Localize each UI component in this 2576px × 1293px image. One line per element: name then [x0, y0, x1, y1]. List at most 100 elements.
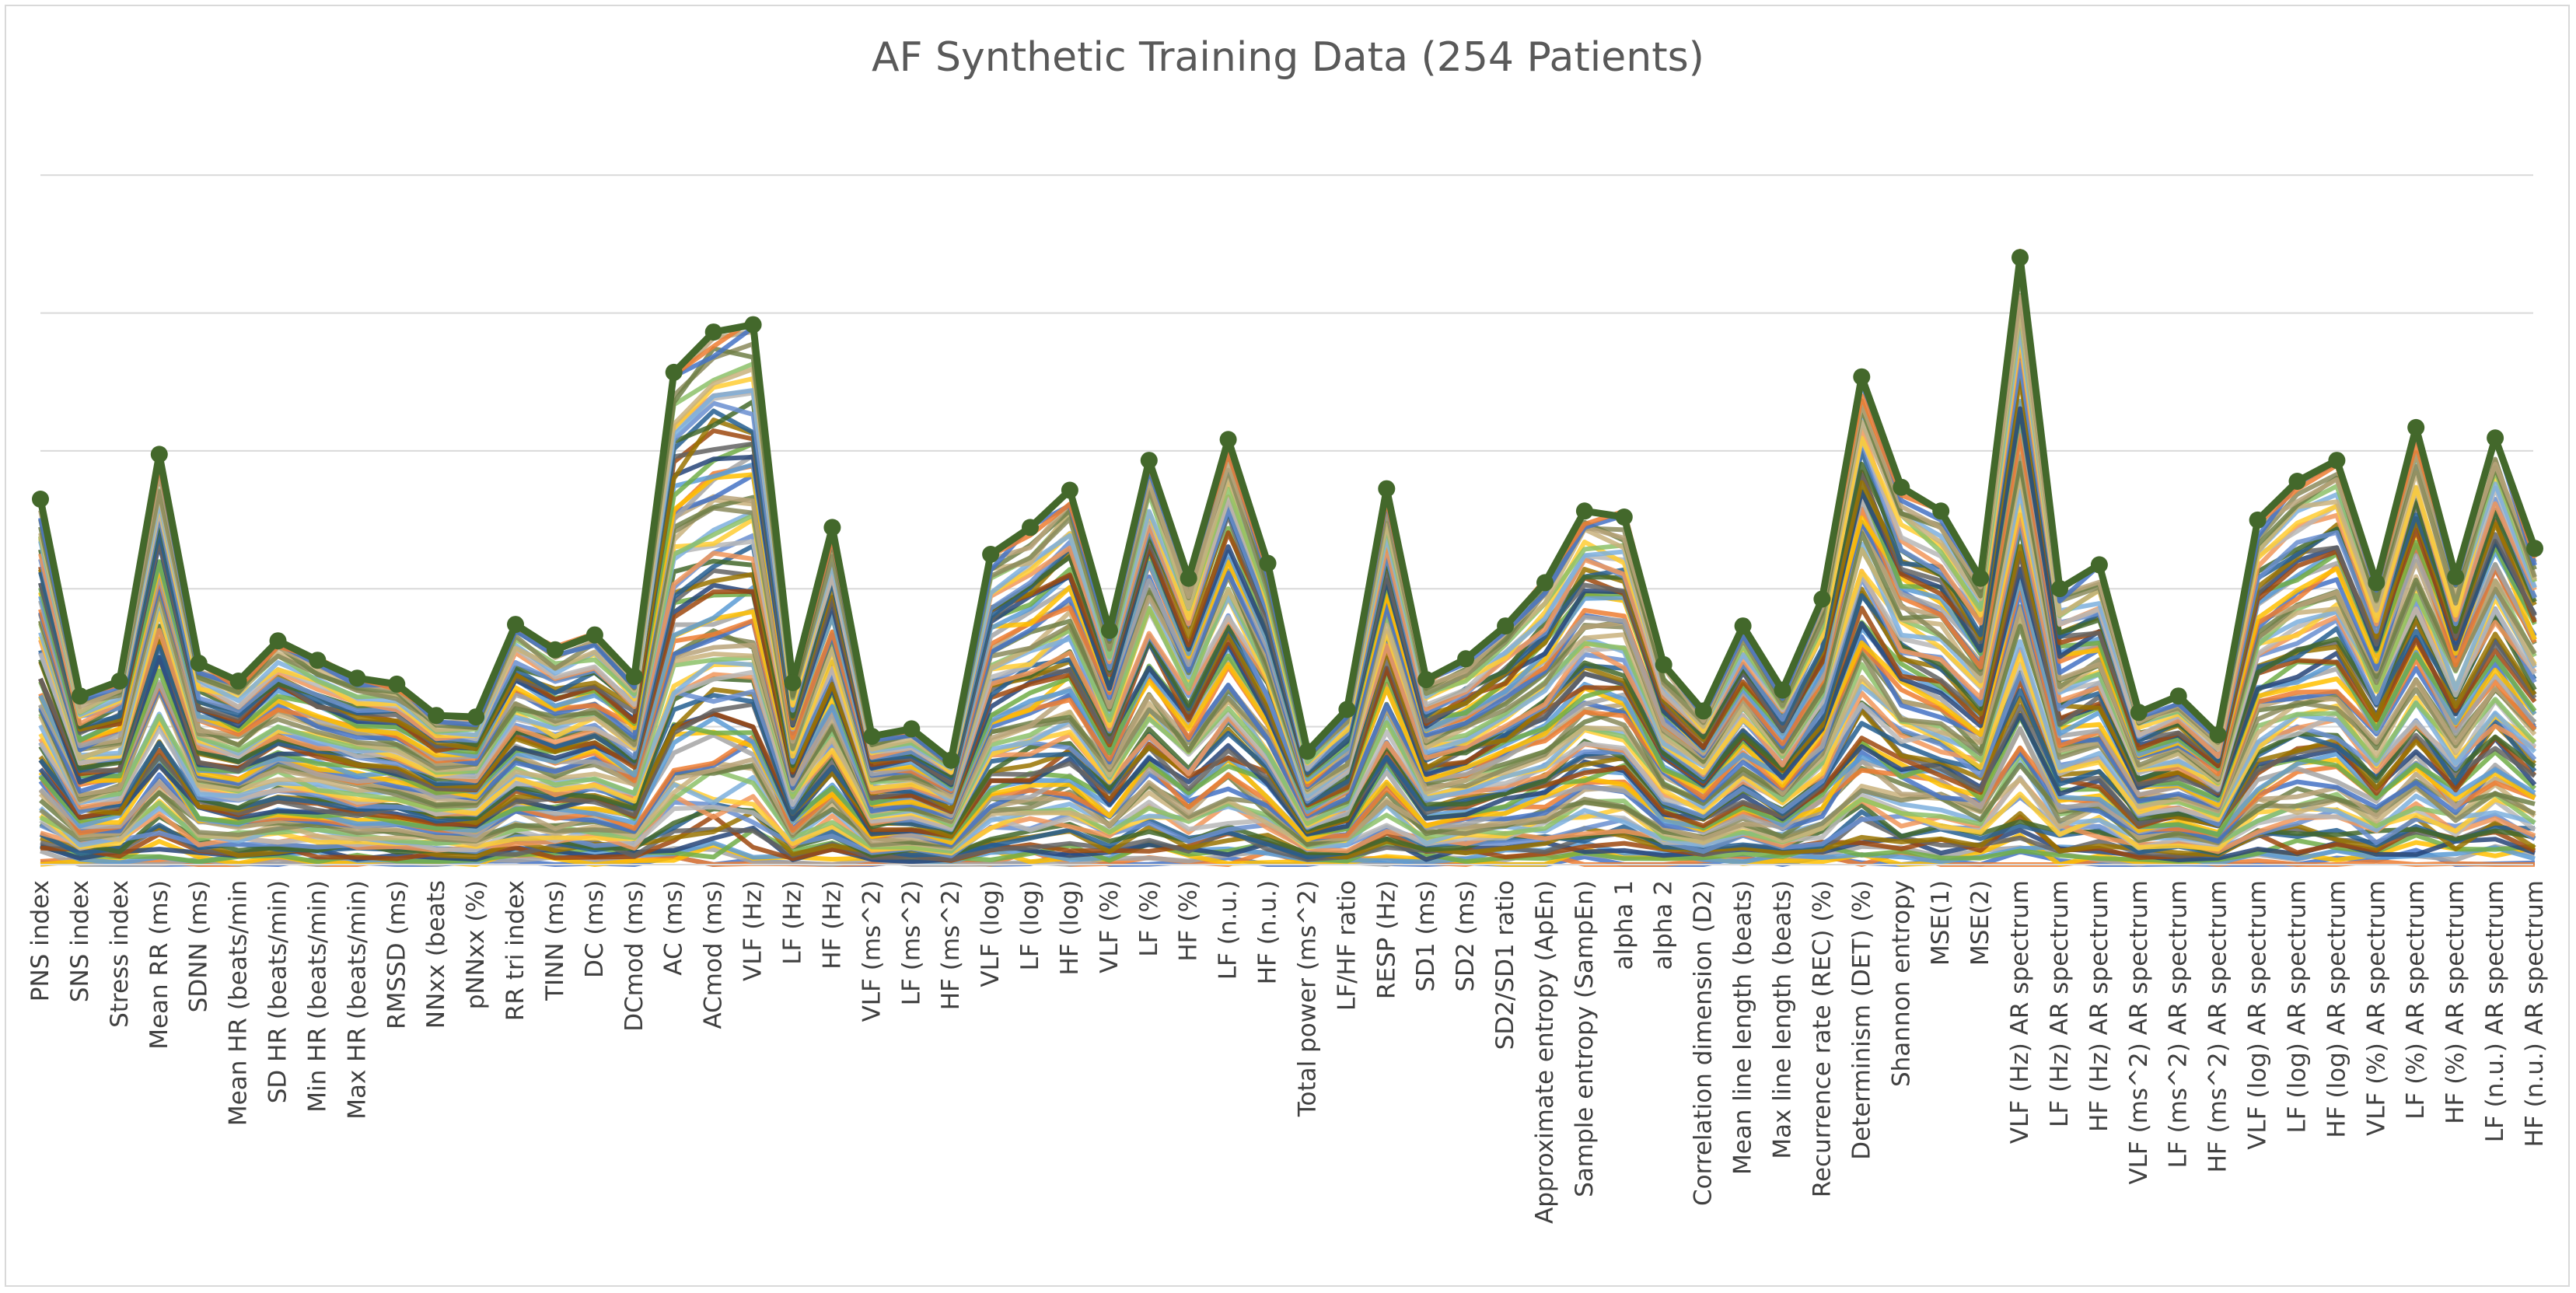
top-series-layer: [32, 249, 2543, 865]
x-tick-label: VLF (log): [977, 880, 1005, 987]
top-series-point: [269, 632, 287, 650]
top-series-point: [2209, 726, 2227, 744]
top-series-point: [229, 673, 247, 690]
top-series-point: [1694, 702, 1712, 720]
top-series-point: [2328, 452, 2346, 470]
x-tick-label: alpha 1: [1610, 880, 1638, 970]
top-series-point: [32, 491, 49, 508]
x-tick-label: Total power (ms^2): [1293, 880, 1321, 1117]
x-tick-label: pNNxx (%): [462, 880, 490, 1009]
x-tick-label: LF (%) AR spectrum: [2402, 880, 2430, 1120]
top-series-line: [37, 253, 2539, 764]
x-tick-label: VLF (ms^2) AR spectrum: [2125, 880, 2153, 1185]
top-series-point: [1378, 480, 1396, 498]
x-tick-label: Determinism (DET) (%): [1847, 880, 1875, 1160]
top-series-point: [982, 546, 1000, 563]
x-tick-label: HF (Hz) AR spectrum: [2085, 880, 2113, 1132]
top-series-point: [348, 669, 366, 687]
x-tick-label: LF (ms^2) AR spectrum: [2165, 880, 2193, 1168]
top-series-point: [507, 616, 524, 634]
x-tick-label: DC (ms): [581, 880, 609, 978]
top-series-point: [1061, 481, 1078, 499]
x-tick-label: Max HR (beats/min): [343, 880, 371, 1120]
top-series-point: [2407, 418, 2425, 436]
top-series-point: [1338, 701, 1356, 718]
top-series-point: [1180, 569, 1197, 587]
x-tick-label: Mean line length (beats): [1729, 880, 1757, 1175]
top-series-point: [388, 675, 406, 693]
top-series-point: [784, 674, 802, 691]
x-tick-label: SNS index: [66, 880, 94, 1002]
top-series-point: [150, 446, 168, 463]
x-tick-label: SD2 (ms): [1452, 880, 1480, 992]
top-series-point: [665, 363, 683, 381]
x-tick-label: VLF (ms^2): [858, 880, 886, 1022]
top-series-point: [1140, 452, 1158, 470]
x-tick-label: MSE(1): [1927, 880, 1955, 966]
x-tick-label: Sample entropy (SampEn): [1571, 880, 1599, 1197]
x-tick-label: HF (%): [1175, 880, 1203, 962]
series-layer: [38, 248, 2537, 867]
top-series-point: [190, 655, 208, 672]
x-tick-label: Approximate entropy (ApEn): [1531, 880, 1559, 1224]
x-tick-label: Correlation dimension (D2): [1690, 880, 1718, 1206]
x-tick-label: VLF (Hz) AR spectrum: [2006, 880, 2034, 1144]
top-series-point: [1972, 569, 1990, 587]
top-series-point: [1813, 590, 1831, 608]
x-tick-label: SDNN (ms): [185, 880, 213, 1012]
top-series-point: [823, 519, 841, 536]
top-series-point: [1298, 743, 1316, 760]
x-tick-label: SD HR (beats/min): [264, 880, 292, 1103]
top-series-point: [744, 316, 762, 334]
x-tick-label: LF (n.u.): [1215, 880, 1243, 980]
x-tick-label: SD1 (ms): [1412, 880, 1440, 992]
x-tick-label: RMSSD (ms): [383, 880, 411, 1029]
x-tick-label: AC (ms): [660, 880, 688, 976]
x-tick-label: LF (ms^2): [897, 880, 925, 1005]
top-series-point: [2288, 473, 2306, 490]
top-series-point: [428, 707, 446, 725]
x-tick-label: TINN (ms): [541, 880, 569, 1001]
x-tick-label: MSE(2): [1966, 880, 1994, 966]
top-series-point: [903, 720, 921, 738]
x-tick-label: HF (n.u.): [1254, 880, 1282, 984]
x-tick-label: HF (log) AR spectrum: [2323, 880, 2351, 1138]
x-tick-label: Shannon entropy: [1887, 880, 1915, 1087]
x-axis-labels: PNS index SNS index Stress index Mean RR (m…: [26, 880, 2549, 1224]
x-tick-label: HF (Hz): [818, 880, 846, 970]
top-series-point: [1853, 368, 1871, 386]
x-tick-label: LF (Hz) AR spectrum: [2046, 880, 2074, 1127]
top-series-point: [2090, 556, 2108, 574]
x-tick-label: RR tri index: [502, 880, 530, 1021]
top-series-point: [467, 708, 485, 726]
x-tick-label: NNxx (beats: [422, 880, 450, 1029]
top-series-point: [1219, 431, 1237, 449]
x-tick-label: LF/HF ratio: [1333, 880, 1361, 1011]
top-series-point: [1259, 554, 1277, 572]
top-series-point: [1774, 681, 1791, 699]
top-series-point: [2249, 511, 2267, 529]
top-series-point: [1575, 502, 1593, 520]
top-series-point: [1932, 502, 1950, 520]
x-tick-label: Min HR (beats/min): [303, 880, 331, 1113]
top-series-point: [2130, 704, 2148, 722]
top-series-point: [863, 728, 881, 745]
top-series-point: [1497, 617, 1515, 635]
top-series-point: [71, 687, 89, 705]
top-series-point: [1022, 519, 1039, 536]
top-series-point: [2368, 574, 2386, 592]
x-tick-label: LF (%): [1135, 880, 1163, 957]
x-tick-label: HF (ms^2) AR spectrum: [2204, 880, 2232, 1172]
x-tick-label: LF (log) AR spectrum: [2283, 880, 2311, 1134]
x-tick-label: VLF (%) AR spectrum: [2362, 880, 2390, 1136]
x-tick-label: Recurrence rate (REC) (%): [1808, 880, 1836, 1197]
top-series-point: [1536, 574, 1554, 592]
top-series-point: [1417, 671, 1435, 689]
top-series-point: [1457, 650, 1475, 668]
top-series-point: [1100, 621, 1118, 639]
top-series-point: [1655, 655, 1672, 673]
x-tick-label: HF (log): [1056, 880, 1084, 975]
x-tick-label: HF (ms^2): [937, 880, 965, 1010]
x-tick-label: DCmod (ms): [620, 880, 648, 1032]
x-tick-label: VLF (log) AR spectrum: [2244, 880, 2272, 1150]
